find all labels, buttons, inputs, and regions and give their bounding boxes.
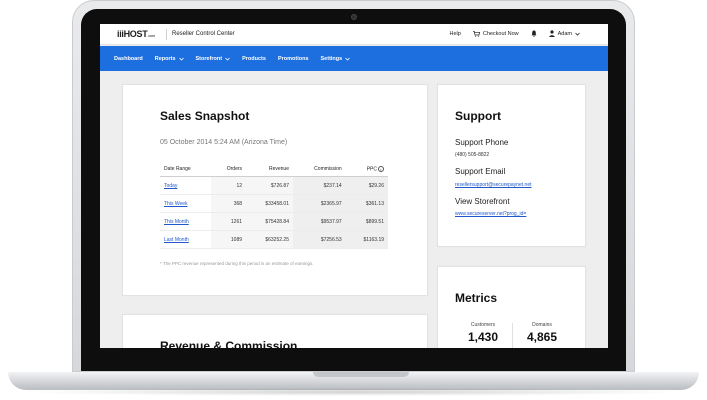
revenue-cell: $726.87 xyxy=(246,176,293,196)
support-phone-label: Support Phone xyxy=(455,138,509,147)
sales-snapshot-title: Sales Snapshot xyxy=(160,109,250,123)
ppc-footnote: * The PPC revenue represented during thi… xyxy=(160,261,314,266)
screen: iiiHOST.com Reseller Control Center Help… xyxy=(100,24,608,348)
commission-cell: $2365.97 xyxy=(292,194,346,214)
app-title: Reseller Control Center xyxy=(172,31,235,37)
support-card: Support Support Phone (480) 505-8822 Sup… xyxy=(437,84,586,247)
nav-reports[interactable]: Reports xyxy=(155,56,184,62)
nav-storefront[interactable]: Storefront xyxy=(196,56,231,62)
metric-value: 1,430 xyxy=(467,330,499,344)
revenue-commission-card: Revenue & Commission xyxy=(122,314,428,348)
info-icon[interactable]: i xyxy=(378,166,384,172)
sales-table: Date Range Orders Revenue Commission PPC… xyxy=(160,163,388,250)
nav-products[interactable]: Products xyxy=(242,55,266,62)
column-header: Revenue xyxy=(246,163,293,178)
support-title: Support xyxy=(455,109,501,123)
laptop-base-notch xyxy=(313,372,409,377)
commission-cell: $7256.53 xyxy=(292,230,346,250)
orders-cell: 12 xyxy=(211,176,247,196)
notifications-button[interactable] xyxy=(531,30,537,37)
metrics-card: Metrics Customers 1,430 Domains 4,865 xyxy=(437,266,586,348)
table-row: Last Month 1089 $63252.25 $7256.53 $1163… xyxy=(160,230,388,250)
metrics-title: Metrics xyxy=(455,291,498,305)
metric-divider xyxy=(512,323,513,348)
metric-label: Domains xyxy=(532,322,552,328)
orders-cell: 368 xyxy=(211,194,247,214)
main-nav: Dashboard Reports Storefront Products Pr… xyxy=(100,46,608,71)
metric-value: 4,865 xyxy=(526,330,558,344)
chevron-down-icon xyxy=(575,32,580,36)
range-link-today[interactable]: Today xyxy=(164,182,178,189)
laptop-shadow xyxy=(20,388,687,396)
column-header: Commission xyxy=(292,163,346,178)
nav-promotions[interactable]: Promotions xyxy=(277,55,309,62)
table-header-row: Date Range Orders Revenue Commission PPC… xyxy=(160,163,388,178)
commission-cell: $9537.97 xyxy=(292,212,346,232)
cart-icon xyxy=(472,30,480,37)
support-phone-value: (480) 505-8822 xyxy=(455,152,490,158)
top-bar: iiiHOST.com Reseller Control Center Help… xyxy=(100,24,608,45)
range-link-this-month[interactable]: This Month xyxy=(164,218,189,225)
chevron-down-icon xyxy=(178,57,184,61)
sales-snapshot-card: Sales Snapshot 05 October 2014 5:24 AM (… xyxy=(122,84,428,296)
help-link[interactable]: Help xyxy=(449,30,461,37)
sales-snapshot-date: 05 October 2014 5:24 AM (Arizona Time) xyxy=(160,139,288,146)
metric-label: Customers xyxy=(470,322,496,328)
commission-cell: $237.14 xyxy=(292,176,346,196)
logo-divider xyxy=(166,29,167,40)
logo[interactable]: iiiHOST.com xyxy=(117,29,155,39)
ppc-cell: $1163.19 xyxy=(345,230,388,250)
revenue-commission-title: Revenue & Commission xyxy=(160,339,298,348)
camera-icon xyxy=(350,14,357,20)
bell-icon xyxy=(531,30,537,37)
table-row: This Week 368 $33458.01 $2365.97 $361.13 xyxy=(160,194,388,214)
range-link-this-week[interactable]: This Week xyxy=(164,200,188,207)
revenue-cell: $75428.84 xyxy=(246,212,293,232)
revenue-cell: $33458.01 xyxy=(246,194,293,214)
table-row: Today 12 $726.87 $237.14 $29.26 xyxy=(160,176,388,196)
chevron-down-icon xyxy=(225,57,230,61)
nav-settings[interactable]: Settings xyxy=(321,56,351,62)
top-right-menu: Help Checkout Now Adam xyxy=(450,30,580,37)
support-email-label: Support Email xyxy=(455,167,506,176)
view-storefront-label: View Storefront xyxy=(455,197,510,206)
metric-customers[interactable]: Customers 1,430 xyxy=(458,322,508,344)
user-icon xyxy=(548,30,555,37)
storefront-link[interactable]: www.secureserver.net?prog_id= xyxy=(455,211,527,217)
ppc-cell: $361.13 xyxy=(345,194,388,214)
metric-domains[interactable]: Domains 4,865 xyxy=(517,322,567,344)
checkout-button[interactable]: Checkout Now xyxy=(472,30,519,37)
column-header-ppc: PPC i xyxy=(345,163,388,178)
chevron-down-icon xyxy=(345,57,351,61)
orders-cell: 1089 xyxy=(211,230,247,250)
orders-cell: 1261 xyxy=(211,212,247,232)
range-link-last-month[interactable]: Last Month xyxy=(164,236,189,243)
column-header: Orders xyxy=(211,163,247,178)
revenue-cell: $63252.25 xyxy=(246,230,293,250)
table-row: This Month 1261 $75428.84 $9537.97 $899.… xyxy=(160,212,388,232)
user-menu[interactable]: Adam xyxy=(548,30,580,37)
column-header: Date Range xyxy=(160,163,212,178)
ppc-cell: $899.51 xyxy=(345,212,388,232)
laptop-base xyxy=(8,372,699,390)
support-email-link[interactable]: resellersupport@securepaynet.net xyxy=(455,182,532,188)
ppc-cell: $29.26 xyxy=(345,176,388,196)
nav-dashboard[interactable]: Dashboard xyxy=(114,55,143,62)
